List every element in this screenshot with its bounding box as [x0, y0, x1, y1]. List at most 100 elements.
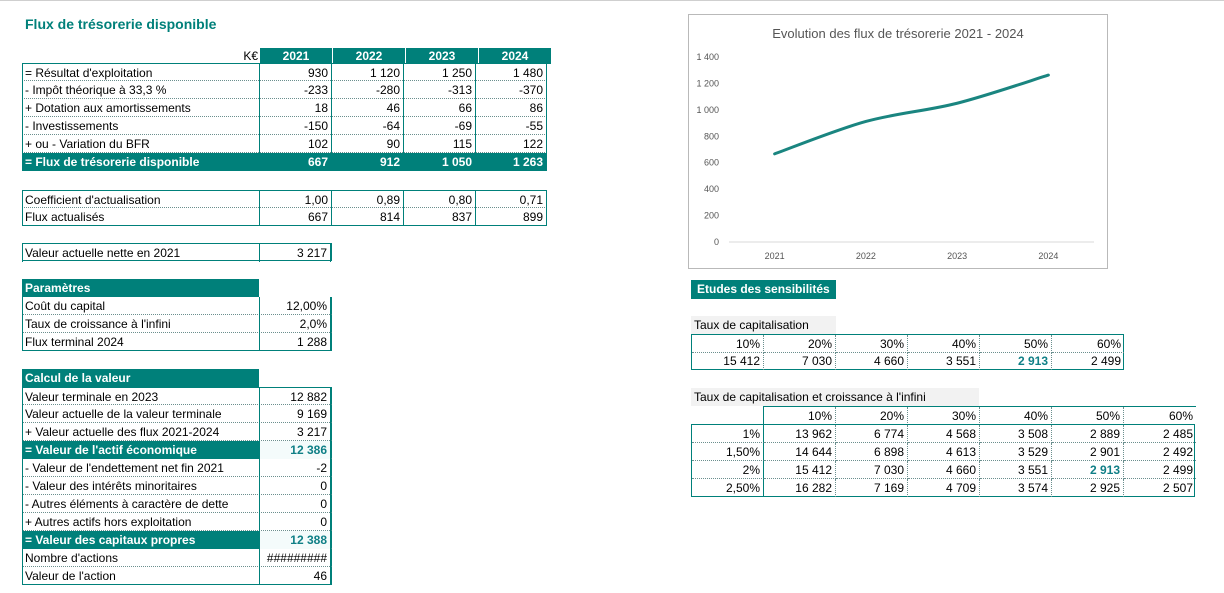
- y-tick-label: 200: [704, 211, 719, 221]
- row-value: #########: [259, 549, 331, 567]
- fcf-row: = Résultat d'exploitation 930 1 120 1 250 1 …: [22, 63, 547, 82]
- row-value: 667: [259, 153, 331, 171]
- sensitivity-value-cell: 2 901: [1052, 443, 1124, 461]
- row-value: 0,80: [403, 191, 475, 209]
- row-label: Nombre d'actions: [22, 549, 259, 567]
- sensitivity-header-cell: 10%: [692, 335, 764, 353]
- chart-title: Evolution des flux de trésorerie 2021 - …: [772, 26, 1024, 41]
- row-value: 837: [403, 208, 475, 226]
- sensitivity-value-cell: 7 169: [836, 479, 908, 497]
- row-value: -55: [475, 117, 547, 135]
- row-label: - Valeur de l'endettement net fin 2021: [22, 459, 259, 477]
- row-value: 814: [331, 208, 403, 226]
- row-label: Flux actualisés: [22, 208, 259, 226]
- row-label: = Flux de trésorerie disponible: [22, 153, 259, 171]
- y-tick-label: 0: [714, 237, 719, 247]
- x-tick-label: 2021: [765, 251, 785, 261]
- sensitivity-header-cell: 50%: [980, 335, 1052, 353]
- sensitivity-value-cell: 3 574: [980, 479, 1052, 497]
- discount-row: Flux actualisés 667 814 837 899: [22, 208, 547, 226]
- row-value: 12 386: [259, 441, 331, 459]
- row-value: -69: [403, 117, 475, 135]
- calc-row: Valeur terminale en 2023 12 882: [22, 387, 332, 406]
- y-tick-label: 1 000: [696, 105, 719, 115]
- row-value: 0,89: [331, 191, 403, 209]
- unit-label: K€: [243, 49, 258, 63]
- row-value: 667: [259, 208, 331, 226]
- row-label: - Valeur des intérêts minoritaires: [22, 477, 259, 495]
- growth-rate-cell: 1,50%: [692, 443, 764, 461]
- row-value: 1,00: [259, 191, 331, 209]
- row-value: 2,0%: [259, 315, 331, 333]
- calc-row: Valeur actuelle de la valeur terminale 9 …: [22, 405, 332, 423]
- params-header: Paramètres: [22, 279, 259, 297]
- row-value: 3 217: [259, 423, 331, 441]
- sensitivity-value-cell: 3 551: [980, 461, 1052, 479]
- npv-label: Valeur actuelle nette en 2021: [22, 244, 259, 262]
- sensitivity-value-cell: 2 507: [1162, 481, 1193, 495]
- sensitivity-value-cell: 15 412: [764, 461, 836, 479]
- row-label: - Impôt théorique à 33,3 %: [22, 81, 259, 99]
- sensitivity-header-cell: 60%: [1052, 335, 1124, 353]
- sensitivity-value-cell: 16 282: [764, 479, 836, 497]
- fcf-total-row: = Flux de trésorerie disponible 667 912 1 0…: [22, 153, 547, 171]
- row-value: -280: [331, 81, 403, 99]
- row-label: Coefficient d'actualisation: [22, 191, 259, 209]
- fcf-row: + ou - Variation du BFR 102 90 115 122: [22, 135, 547, 153]
- sensitivity-value-cell: 4 660: [836, 352, 908, 370]
- sensitivity-value-cell: 2 492: [1124, 443, 1196, 461]
- sensitivity-value-cell: 3 551: [908, 352, 980, 370]
- sensitivity-value-cell: 4 709: [908, 479, 980, 497]
- row-label: = Valeur des capitaux propres: [22, 531, 259, 549]
- sensitivity-value-cell: 2 913: [1052, 461, 1124, 479]
- sensitivity-value-cell: 6 898: [836, 443, 908, 461]
- param-row: Coût du capital 12,00%: [22, 297, 332, 315]
- row-label: - Investissements: [22, 117, 259, 135]
- sensitivity-value-cell: 2 913: [980, 352, 1052, 370]
- param-row: Taux de croissance à l'infini 2,0%: [22, 315, 332, 333]
- sensitivity-header-cell: 50%: [1052, 407, 1124, 425]
- series-line: [773, 73, 1050, 156]
- sensitivity-header-cell: 10%: [764, 407, 836, 425]
- sensitivity-value-cell: 7 030: [836, 461, 908, 479]
- sensitivity-value-cell: 4 660: [908, 461, 980, 479]
- row-value: -64: [331, 117, 403, 135]
- sensitivity-header-cell: 20%: [764, 335, 836, 353]
- chart-container[interactable]: Evolution des flux de trésorerie 2021 - …: [688, 14, 1108, 269]
- npv-value: 3 217: [259, 244, 331, 262]
- sensitivity-table-1-grid: 10% 20% 30% 40% 50% 60% 15 412 7 030 4 660 3 551 2…: [691, 334, 1124, 370]
- sensitivity-header-cell: 30%: [836, 335, 908, 353]
- calc-row-highlight: = Valeur des capitaux propres 12 388: [22, 531, 332, 549]
- x-tick-label: 2022: [856, 251, 876, 261]
- npv-row: Valeur actuelle nette en 2021 3 217: [22, 243, 332, 262]
- sensitivity-table1-label: Taux de capitalisation: [691, 316, 836, 334]
- row-value: 1 250: [403, 64, 475, 82]
- row-value: -233: [259, 81, 331, 99]
- row-value: 12 882: [259, 388, 331, 406]
- year-header: 2021 2022 2023 2024: [260, 48, 551, 64]
- calc-row: - Valeur de l'endettement net fin 2021 -2: [22, 459, 332, 477]
- calc-row-highlight: = Valeur de l'actif économique 12 386: [22, 441, 332, 459]
- calc-row: Valeur de l'action 46: [22, 567, 332, 585]
- row-value: 102: [259, 135, 331, 153]
- row-label: Flux terminal 2024: [22, 333, 259, 351]
- y-tick-label: 800: [704, 131, 719, 141]
- row-value: 0: [259, 513, 331, 531]
- sensitivity-value-cell: 13 962: [764, 425, 836, 443]
- row-value: -370: [475, 81, 547, 99]
- calc-row: + Valeur actuelle des flux 2021-2024 3 21…: [22, 423, 332, 441]
- year-header-cell: 2021: [260, 48, 332, 64]
- row-value: 1 263: [475, 153, 547, 171]
- fcf-row: - Investissements -150 -64 -69 -55: [22, 117, 547, 135]
- fcf-row: - Impôt théorique à 33,3 % -233 -280 -313 -3…: [22, 81, 547, 99]
- row-label: Valeur actuelle de la valeur terminale: [22, 405, 259, 423]
- sensitivity-header-cell: 60%: [1168, 409, 1193, 423]
- row-label: = Résultat d'exploitation: [22, 64, 259, 82]
- calc-row: + Autres actifs hors exploitation 0: [22, 513, 332, 531]
- discount-row: Coefficient d'actualisation 1,00 0,89 0,80 0…: [22, 190, 547, 209]
- calc-row: - Valeur des intérêts minoritaires 0: [22, 477, 332, 495]
- year-header-cell: 2023: [406, 48, 478, 64]
- row-label: + Dotation aux amortissements: [22, 99, 259, 117]
- row-value: -150: [259, 117, 331, 135]
- param-row: Flux terminal 2024 1 288: [22, 333, 332, 351]
